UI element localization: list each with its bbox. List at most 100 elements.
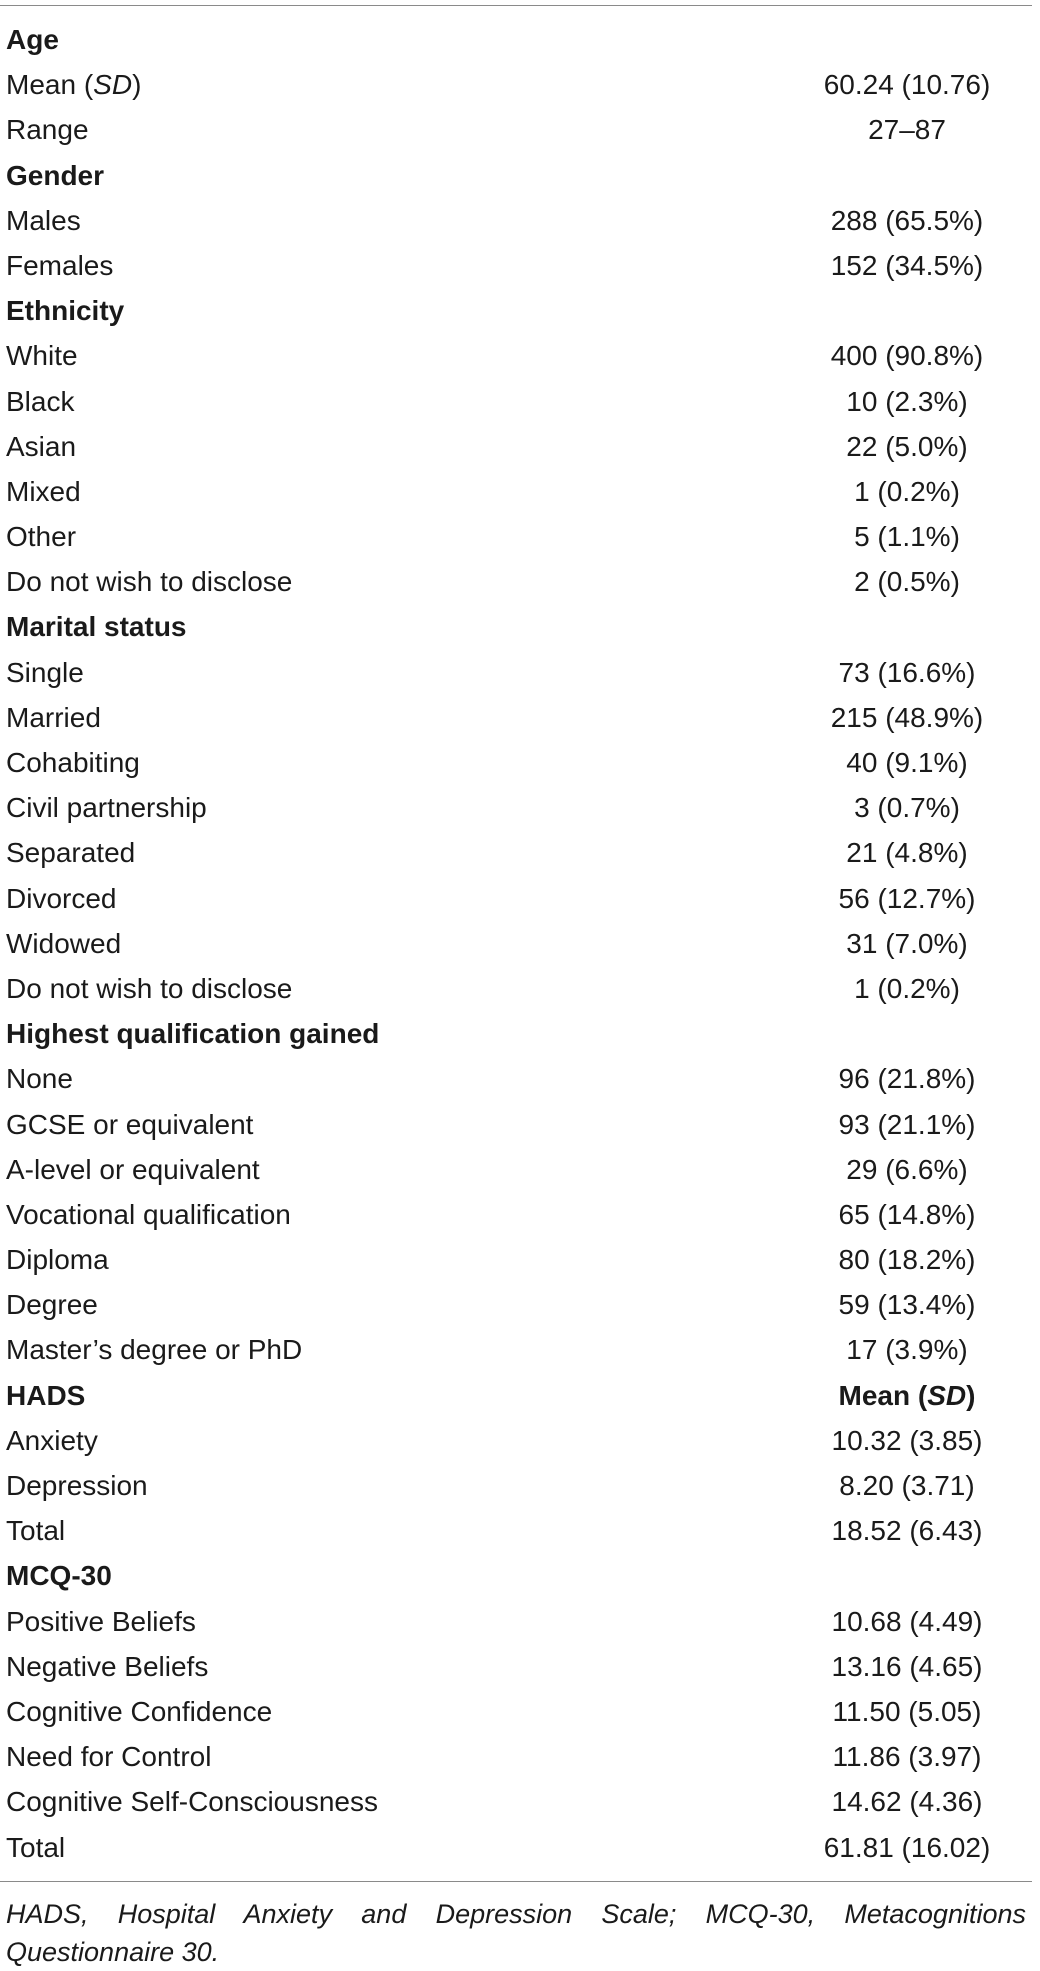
section-header-row: MCQ-30 (0, 1554, 1032, 1599)
row-label: Positive Beliefs (6, 1605, 196, 1637)
row-value: 60.24 (10.76) (823, 69, 991, 101)
row-label: Mean (SD) (6, 69, 142, 101)
table-row: Other 5 (1.1%) (0, 515, 1032, 560)
row-value: 93 (21.1%) (838, 1108, 976, 1140)
row-label: Depression (6, 1470, 148, 1501)
section-header-row: Age (0, 18, 1032, 63)
table-row: Black 10 (2.3%) (0, 380, 1032, 425)
row-label: Black (6, 385, 75, 417)
row-value: 21 (4.8%) (846, 837, 968, 869)
section-header-row: HADS Mean (SD) (0, 1374, 1032, 1419)
table-row: Degree 59 (13.4%) (0, 1283, 1032, 1328)
row-value: 22 (5.0%) (846, 430, 968, 462)
section-header-row: Highest qualification gained (0, 1012, 1032, 1057)
row-label: Civil partnership (6, 792, 207, 824)
row-label: Widowed (6, 927, 122, 959)
row-value: 10.32 (3.85) (831, 1424, 983, 1456)
row-label: Master’s degree or PhD (6, 1334, 303, 1366)
row-value: 13.16 (4.65) (831, 1650, 983, 1682)
row-value: 8.20 (3.71) (839, 1470, 975, 1501)
table-row: Cohabiting 40 (9.1%) (0, 741, 1032, 786)
row-value: 288 (65.5%) (830, 204, 984, 236)
row-label: Cohabiting (6, 747, 140, 778)
row-label: Single (6, 656, 84, 688)
row-value: 400 (90.8%) (830, 340, 984, 372)
row-value: 65 (14.8%) (838, 1198, 976, 1230)
row-value: 14.62 (4.36) (831, 1786, 983, 1818)
row-label: White (6, 340, 78, 372)
row-value: 96 (21.8%) (838, 1063, 976, 1095)
row-value: 3 (0.7%) (854, 792, 960, 824)
row-label: Do not wish to disclose (6, 972, 293, 1004)
table-row: GCSE or equivalent 93 (21.1%) (0, 1103, 1032, 1148)
row-value: 73 (16.6%) (838, 656, 976, 688)
row-value: 5 (1.1%) (854, 521, 960, 553)
row-value: 40 (9.1%) (846, 747, 968, 778)
table-row: Positive Beliefs 10.68 (4.49) (0, 1600, 1032, 1645)
table-row: Range 27–87 (0, 108, 1032, 153)
row-value: 11.50 (5.05) (832, 1695, 982, 1727)
table-row: Do not wish to disclose 1 (0.2%) (0, 967, 1032, 1012)
table-row: Need for Control 11.86 (3.97) (0, 1735, 1032, 1780)
row-value: 10.68 (4.49) (831, 1605, 983, 1637)
table-row: Vocational qualification 65 (14.8%) (0, 1193, 1032, 1238)
row-label: Do not wish to disclose (6, 566, 293, 598)
table-row: Females 152 (34.5%) (0, 244, 1032, 289)
row-value: 10 (2.3%) (846, 385, 968, 417)
row-value: 27–87 (868, 114, 946, 146)
row-value: 56 (12.7%) (838, 882, 976, 914)
row-value: 1 (0.2%) (854, 475, 960, 507)
row-label: Total (6, 1515, 66, 1547)
table-footnote: HADS, Hospital Anxiety and Depression Sc… (6, 1899, 1026, 1967)
column-header: Mean (SD) (838, 1379, 976, 1411)
row-value: 29 (6.6%) (846, 1153, 968, 1185)
section-title: MCQ-30 (6, 1560, 112, 1592)
row-label: Separated (6, 837, 136, 869)
row-label: Need for Control (6, 1741, 212, 1773)
row-value: 17 (3.9%) (846, 1334, 968, 1366)
bottom-rule (0, 1881, 1032, 1882)
table-row: Cognitive Self-Consciousness 14.62 (4.36) (0, 1780, 1032, 1825)
section-header-row: Marital status (0, 605, 1032, 650)
row-label: Females (6, 249, 114, 281)
table-row: Depression 8.20 (3.71) (0, 1464, 1032, 1509)
row-value: 18.52 (6.43) (831, 1515, 983, 1547)
table-row: Anxiety 10.32 (3.85) (0, 1419, 1032, 1464)
table-row: Civil partnership 3 (0.7%) (0, 786, 1032, 831)
row-label: GCSE or equivalent (6, 1108, 254, 1140)
table-row: Single 73 (16.6%) (0, 651, 1032, 696)
table-row: Master’s degree or PhD 17 (3.9%) (0, 1328, 1032, 1373)
row-label: Other (6, 521, 77, 553)
table-row: Total 61.81 (16.02) (0, 1826, 1032, 1871)
table-row: Divorced 56 (12.7%) (0, 877, 1032, 922)
top-rule (0, 5, 1032, 6)
table-row: None 96 (21.8%) (0, 1057, 1032, 1102)
row-label: Mixed (6, 475, 81, 507)
table-row: Do not wish to disclose 2 (0.5%) (0, 560, 1032, 605)
row-value: 80 (18.2%) (838, 1244, 976, 1276)
row-value: 2 (0.5%) (854, 566, 960, 598)
row-label: Total (6, 1831, 66, 1863)
row-label: Cognitive Self-Consciousness (6, 1786, 378, 1818)
section-title: Marital status (6, 611, 187, 643)
table-row: Mixed 1 (0.2%) (0, 470, 1032, 515)
section-header-row: Ethnicity (0, 289, 1032, 334)
row-label: Range (6, 114, 89, 146)
table-row: Negative Beliefs 13.16 (4.65) (0, 1645, 1032, 1690)
table-row: Total 18.52 (6.43) (0, 1509, 1032, 1554)
row-value: 59 (13.4%) (838, 1289, 976, 1321)
row-value: 11.86 (3.97) (832, 1741, 982, 1773)
row-value: 1 (0.2%) (854, 972, 960, 1004)
section-title: Age (6, 24, 59, 55)
section-title: HADS (6, 1379, 86, 1411)
table-row: White 400 (90.8%) (0, 334, 1032, 379)
demographics-table: Age Mean (SD) 60.24 (10.76) Range 27–87 Gende… (0, 18, 1032, 1871)
row-label: Married (6, 701, 101, 733)
row-label: Diploma (6, 1244, 109, 1276)
row-value: 215 (48.9%) (830, 701, 984, 733)
table-row: Separated 21 (4.8%) (0, 831, 1032, 876)
table-row: Males 288 (65.5%) (0, 199, 1032, 244)
row-label: Males (6, 204, 81, 236)
table-row: Widowed 31 (7.0%) (0, 922, 1032, 967)
